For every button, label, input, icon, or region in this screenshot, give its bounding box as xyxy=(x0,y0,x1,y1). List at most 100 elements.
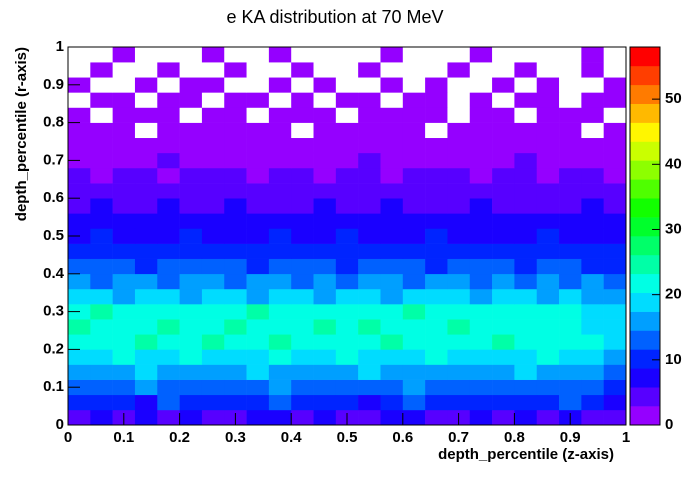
heat-cell xyxy=(201,107,225,123)
color-bar-segment xyxy=(630,198,660,218)
heat-cell xyxy=(134,288,158,305)
heat-cell xyxy=(335,198,359,214)
heat-cell xyxy=(179,379,203,396)
heat-cell xyxy=(581,152,604,169)
heat-cell xyxy=(581,77,604,93)
heat-cell xyxy=(68,198,91,214)
heat-cell xyxy=(581,394,604,411)
heat-cell xyxy=(335,137,359,154)
heat-cell xyxy=(68,137,91,154)
heat-cell xyxy=(492,198,515,214)
heat-cell xyxy=(313,183,337,199)
heat-cell xyxy=(559,107,582,123)
heat-cell xyxy=(201,122,225,139)
heat-cell xyxy=(581,304,604,320)
heat-cell xyxy=(536,152,560,169)
heat-cell xyxy=(603,394,627,411)
heat-cell xyxy=(112,334,136,350)
heat-cell xyxy=(581,62,604,78)
color-bar-segment xyxy=(630,406,660,426)
heat-cell xyxy=(559,183,582,199)
z-tick-label: 10 xyxy=(665,351,682,368)
heat-cell xyxy=(469,198,493,214)
heat-cell xyxy=(358,122,381,139)
color-bar-segment xyxy=(630,103,660,123)
heat-cell xyxy=(112,379,136,396)
heat-cell xyxy=(425,364,448,380)
heat-cell xyxy=(201,92,225,108)
heat-cell xyxy=(380,137,404,154)
heat-cell xyxy=(201,77,225,93)
heat-cell xyxy=(514,304,538,320)
heat-cell xyxy=(68,258,91,275)
color-bar-segment xyxy=(630,179,660,199)
heat-cell xyxy=(559,319,582,335)
heat-cell xyxy=(335,47,359,63)
heat-cell xyxy=(134,364,158,380)
heat-cell xyxy=(291,167,314,184)
heat-cell xyxy=(134,349,158,365)
heat-cell xyxy=(492,394,515,411)
heat-cell xyxy=(68,243,91,259)
heat-cell xyxy=(581,107,604,123)
heat-cell xyxy=(469,107,493,123)
heat-cell xyxy=(335,243,359,259)
x-tick-label: 0.5 xyxy=(337,429,358,446)
heat-cell xyxy=(447,77,471,93)
heat-cell xyxy=(581,349,604,365)
heat-cell xyxy=(224,167,247,184)
y-tick-label: 0.5 xyxy=(43,227,64,244)
heat-cell xyxy=(469,394,493,411)
heat-cell xyxy=(201,137,225,154)
color-bar-segment xyxy=(630,84,660,104)
y-tick-label: 0.8 xyxy=(43,114,64,131)
heat-cell xyxy=(581,364,604,380)
heat-cell xyxy=(559,137,582,154)
heat-cell xyxy=(224,364,247,380)
heat-cell xyxy=(335,213,359,229)
heat-cell xyxy=(157,319,180,335)
heat-cell xyxy=(268,152,292,169)
heat-cell xyxy=(514,62,538,78)
heat-cell xyxy=(514,183,538,199)
heat-cell xyxy=(492,243,515,259)
heat-cell xyxy=(201,183,225,199)
heat-cell xyxy=(224,92,247,108)
color-bar-segment xyxy=(630,160,660,180)
heat-cell xyxy=(425,258,448,275)
heat-cell xyxy=(157,394,180,411)
heat-cell xyxy=(201,213,225,229)
heat-cell xyxy=(134,62,158,78)
heat-cell xyxy=(603,288,627,305)
color-bar-segment xyxy=(630,217,660,237)
heat-cell xyxy=(68,319,91,335)
heat-cell xyxy=(134,334,158,350)
heat-cell xyxy=(224,152,247,169)
heat-cell xyxy=(90,198,113,214)
heat-cell xyxy=(291,394,314,411)
heat-cell xyxy=(157,167,180,184)
heat-cell xyxy=(268,334,292,350)
heat-cell xyxy=(402,288,426,305)
heat-cell xyxy=(514,137,538,154)
heat-cell xyxy=(224,213,247,229)
heat-cell xyxy=(358,47,381,63)
heat-cell xyxy=(358,334,381,350)
heat-cell xyxy=(291,198,314,214)
heat-cell xyxy=(268,198,292,214)
heat-cell xyxy=(514,77,538,93)
heat-cell xyxy=(134,273,158,290)
heat-cell xyxy=(157,198,180,214)
heat-cell xyxy=(358,243,381,259)
heat-cell xyxy=(447,122,471,139)
heat-cell xyxy=(402,213,426,229)
heat-cell xyxy=(268,409,292,426)
heat-cell xyxy=(559,349,582,365)
heat-cell xyxy=(134,122,158,139)
heat-cell xyxy=(313,394,337,411)
heat-cell xyxy=(201,198,225,214)
heat-cell xyxy=(335,152,359,169)
heat-cell xyxy=(313,107,337,123)
heat-cell xyxy=(469,137,493,154)
heat-cell xyxy=(536,258,560,275)
